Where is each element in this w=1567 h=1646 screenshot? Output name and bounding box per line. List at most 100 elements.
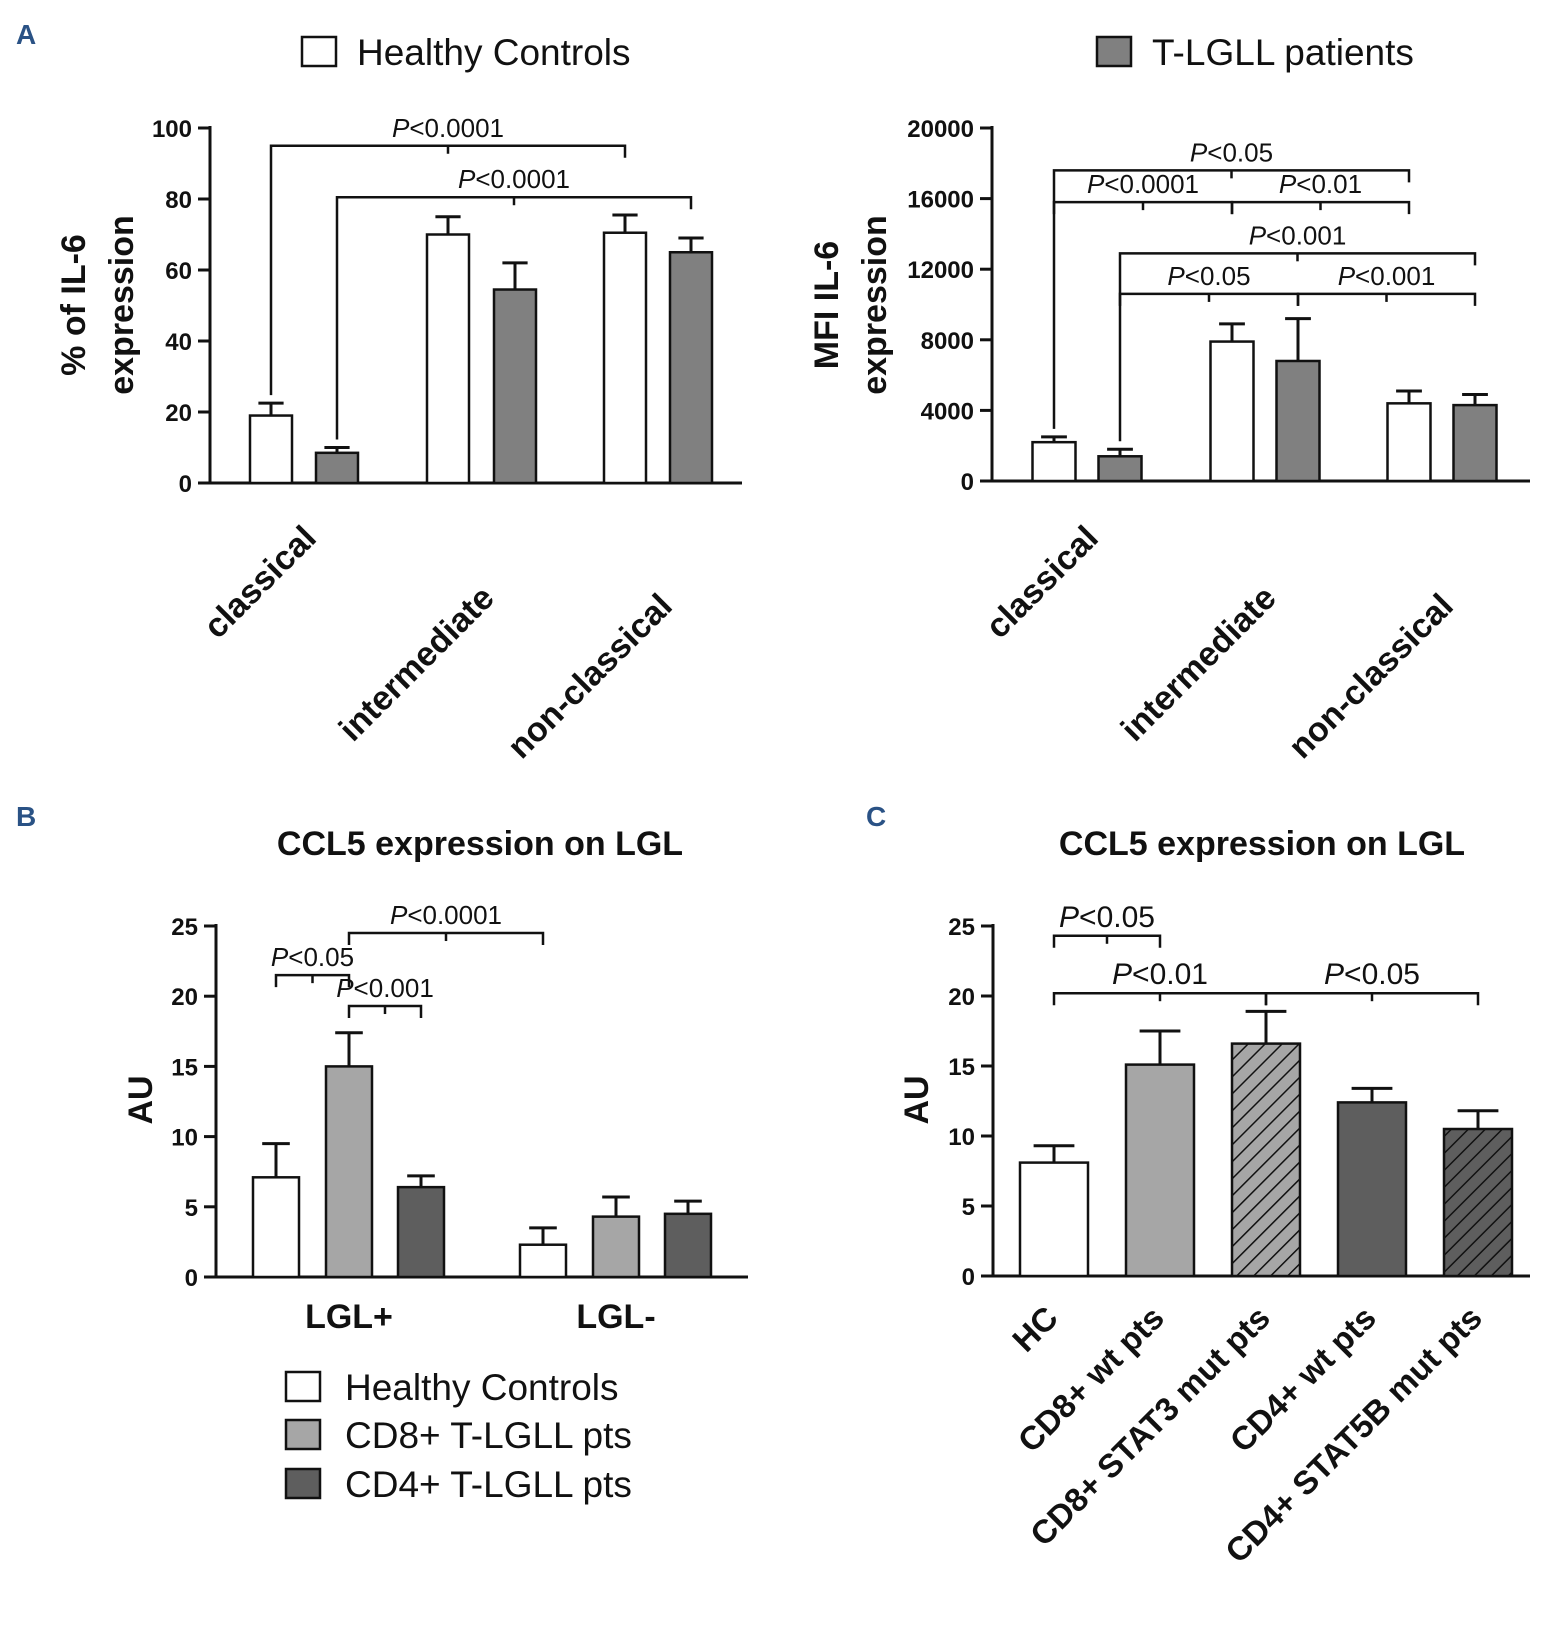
bar-intermediate-healthy-controls — [425, 233, 471, 485]
legend-label-cd8-t-lgll: CD8+ T-LGLL pts — [345, 1415, 632, 1456]
significance-bracket: P<0.05 — [1052, 901, 1162, 948]
bar-lgl-cd8-t-lgll-pts — [324, 1065, 374, 1279]
significance-bracket: P<0.0001 — [335, 164, 693, 440]
y-tick-label: 20000 — [907, 116, 974, 143]
y-axis-label: AU — [122, 1075, 160, 1124]
y-tick-label: 5 — [185, 1195, 198, 1222]
bar-classical-healthy-controls — [248, 414, 294, 485]
legend-swatch-t-lgll-patients — [1095, 35, 1133, 68]
significance-bracket: P<0.001 — [1296, 261, 1477, 306]
significance-bracket: P<0.01 — [1230, 169, 1411, 215]
p-value-label: P<0.001 — [336, 973, 434, 1003]
bar-intermediate-t-lgll-patients — [492, 288, 538, 485]
significance-bracket: P<0.05 — [1052, 137, 1411, 429]
y-tick-label: 12000 — [907, 257, 974, 284]
p-value-label: P<0.0001 — [458, 164, 570, 194]
bar-cd4-wt-pts — [1336, 1101, 1408, 1278]
legend-swatch-cd8-t-lgll — [284, 1418, 322, 1451]
legend-label-healthy-controls-b: Healthy Controls — [345, 1367, 619, 1408]
x-category-label: LGL- — [576, 1298, 655, 1336]
x-category-label: classical — [979, 519, 1106, 646]
y-tick-label: 10 — [948, 1124, 975, 1151]
y-tick-label: 0 — [961, 469, 974, 496]
p-value-label: P<0.001 — [1338, 261, 1436, 291]
significance-bracket: P<0.001 — [1118, 220, 1477, 442]
p-value-label: P<0.05 — [1190, 137, 1273, 167]
bar-classical-t-lgll-patients — [1097, 455, 1143, 483]
bar-lgl-healthy-controls — [251, 1176, 301, 1279]
legend-label-t-lgll-patients: T-LGLL patients — [1152, 32, 1414, 73]
y-tick-label: 80 — [165, 187, 192, 214]
significance-bracket: P<0.001 — [336, 973, 434, 1019]
y-tick-label: 0 — [179, 471, 192, 498]
bar-intermediate-healthy-controls — [1209, 340, 1255, 483]
chart-title: CCL5 expression on LGL — [277, 825, 683, 863]
y-axis-label: MFI IL-6 expression — [808, 215, 894, 395]
y-tick-label: 16000 — [907, 187, 974, 214]
significance-bracket: P<0.0001 — [347, 900, 545, 946]
p-value-label: P<0.01 — [1112, 958, 1208, 991]
bar-cd8-wt-pts — [1124, 1063, 1196, 1278]
x-category-label: intermediate — [332, 579, 502, 749]
legend-panel-a: Healthy Controls T-LGLL patients — [300, 32, 1414, 73]
bar-intermediate-t-lgll-patients — [1275, 359, 1321, 483]
y-tick-label: 100 — [152, 116, 192, 143]
chart-ccl5-by-lgl: CCL5 expression on LGL 0 5 10 15 20 25 AU LGL+ LG… — [122, 825, 748, 1336]
y-axis-label: % of IL-6 expression — [55, 215, 141, 395]
chart-ccl5-by-mutation: CCL5 expression on LGL0510152025AUHCCD8+… — [898, 825, 1530, 1570]
y-tick-label: 4000 — [921, 398, 974, 425]
chart-title: CCL5 expression on LGL — [1059, 825, 1465, 863]
chart-il6-percent: 0 20 40 60 80 100 % of IL-6 expression classical… — [55, 113, 742, 766]
significance-bracket: P<0.01 — [1052, 958, 1268, 1006]
panel-label-b: B — [16, 801, 36, 832]
legend-swatch-healthy-controls-b — [284, 1370, 322, 1403]
x-category-label: LGL+ — [305, 1298, 393, 1336]
p-value-label: P<0.05 — [271, 942, 354, 972]
y-tick-label: 40 — [165, 329, 192, 356]
significance-bracket: P<0.0001 — [1052, 169, 1234, 215]
bar-lgl-cd4-t-lgll-pts — [663, 1212, 713, 1279]
p-value-label: P<0.0001 — [1087, 169, 1199, 199]
bar-lgl-healthy-controls — [518, 1243, 568, 1279]
y-tick-label: 20 — [948, 984, 975, 1011]
p-value-label: P<0.001 — [1249, 220, 1347, 250]
legend-panel-b: Healthy Controls CD8+ T-LGLL pts CD4+ T-… — [284, 1367, 632, 1505]
y-axis-label-line-2: expression — [856, 215, 894, 395]
bar-cd4-stat5b-mut-pts — [1442, 1127, 1514, 1278]
x-category-label: HC — [1005, 1299, 1065, 1359]
y-tick-label: 0 — [185, 1265, 198, 1292]
legend-label-healthy-controls: Healthy Controls — [357, 32, 631, 73]
p-value-label: P<0.01 — [1279, 169, 1362, 199]
p-value-label: P<0.05 — [1167, 261, 1250, 291]
y-tick-label: 25 — [948, 914, 975, 941]
x-category-label: non-classical — [500, 587, 679, 766]
y-tick-label: 8000 — [921, 328, 974, 355]
bar-classical-healthy-controls — [1031, 440, 1077, 483]
y-tick-label: 5 — [962, 1194, 975, 1221]
legend-swatch-healthy-controls — [300, 35, 338, 68]
bar-hc — [1018, 1161, 1090, 1278]
y-axis-label-line-2: expression — [103, 215, 141, 395]
legend-swatch-cd4-t-lgll — [284, 1467, 322, 1500]
y-tick-label: 10 — [171, 1125, 198, 1152]
y-axis-label-line-1: MFI IL-6 — [808, 241, 846, 369]
y-axis-label-line-1: % of IL-6 — [55, 234, 93, 376]
panel-label-c: C — [866, 801, 886, 832]
panel-label-a: A — [16, 19, 36, 50]
bar-non-classical-healthy-controls — [1386, 402, 1432, 483]
bar-lgl-cd8-t-lgll-pts — [591, 1215, 641, 1279]
significance-bracket: P<0.05 — [1264, 958, 1480, 1006]
bar-cd8-stat3-mut-pts — [1230, 1042, 1302, 1278]
y-axis-label: AU — [898, 1075, 936, 1124]
y-tick-label: 25 — [171, 914, 198, 941]
p-value-label: P<0.05 — [1059, 901, 1155, 934]
y-tick-label: 60 — [165, 258, 192, 285]
x-category-label: non-classical — [1281, 587, 1460, 766]
y-tick-label: 0 — [962, 1264, 975, 1291]
chart-il6-mfi: 0 4000 8000 12000 16000 20000 MFI IL-6 expressi… — [808, 116, 1530, 766]
p-value-label: P<0.05 — [1324, 958, 1420, 991]
y-tick-label: 15 — [171, 1054, 198, 1081]
significance-bracket: P<0.05 — [271, 942, 354, 988]
bar-non-classical-t-lgll-patients — [668, 251, 714, 485]
